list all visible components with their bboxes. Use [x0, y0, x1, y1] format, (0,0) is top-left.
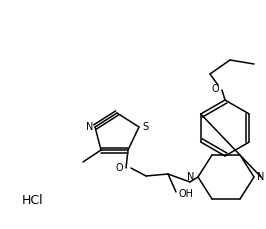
Text: N: N	[86, 122, 94, 132]
Text: S: S	[142, 122, 148, 132]
Text: OH: OH	[178, 189, 193, 199]
Text: O: O	[211, 84, 219, 94]
Text: HCl: HCl	[22, 194, 44, 207]
Text: O: O	[115, 163, 123, 173]
Text: N: N	[257, 172, 265, 182]
Text: N: N	[187, 172, 195, 182]
